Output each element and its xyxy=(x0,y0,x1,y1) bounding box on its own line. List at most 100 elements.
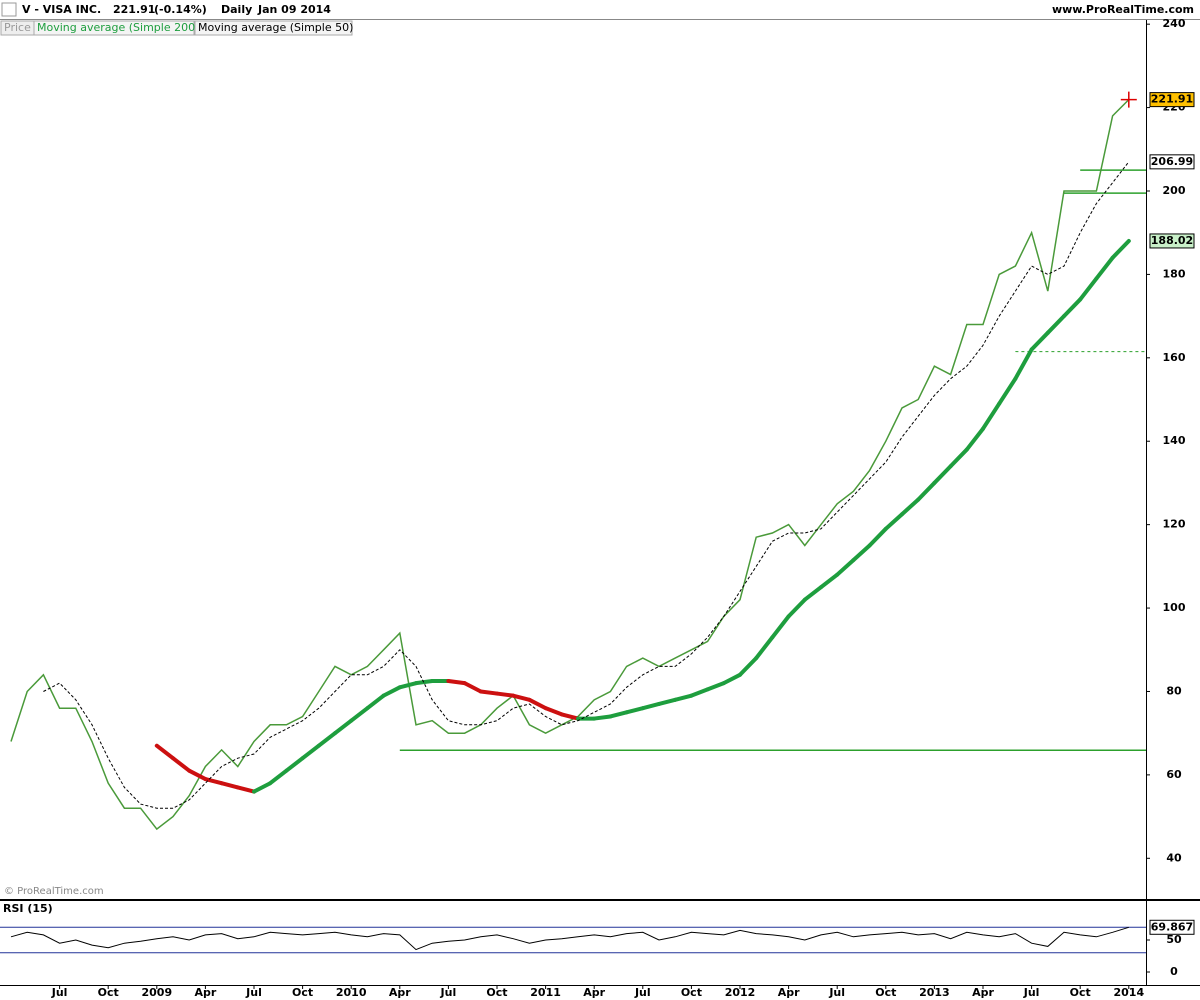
symbol: V - VISA INC. xyxy=(22,3,101,16)
ma-segment xyxy=(1013,347,1034,381)
ma-segment xyxy=(511,693,532,702)
ma-segment xyxy=(495,691,516,698)
ma-segment xyxy=(738,656,759,677)
last-value-box xyxy=(1149,92,1195,108)
ma-segment xyxy=(333,718,354,736)
tab[interactable] xyxy=(33,20,195,36)
last-value-box xyxy=(1149,919,1195,935)
tab-label[interactable]: Price xyxy=(4,21,31,34)
ma-segment xyxy=(235,785,256,794)
ma-segment xyxy=(478,689,499,696)
x-tick-label: Oct xyxy=(486,986,507,999)
y-tick-label: 160 xyxy=(1163,351,1186,364)
ma-segment xyxy=(559,712,580,721)
x-tick-label: Apr xyxy=(389,986,411,999)
x-tick-label: Apr xyxy=(583,986,605,999)
ma-segment xyxy=(867,526,888,548)
ma-segment xyxy=(1094,255,1115,281)
last-value-label: 221.91 xyxy=(1151,93,1193,106)
x-tick-label: 2010 xyxy=(336,986,367,999)
x-tick-label: Jul xyxy=(245,986,262,999)
ma-segment xyxy=(1045,314,1066,335)
ma-segment xyxy=(835,558,856,577)
series-line xyxy=(43,161,1130,809)
ma-segment xyxy=(673,693,694,702)
y-tick-label: 180 xyxy=(1163,267,1186,280)
ma-segment xyxy=(1110,238,1131,260)
ma-segment xyxy=(1029,330,1050,352)
ma-segment xyxy=(900,497,921,517)
ma-segment xyxy=(640,701,661,711)
x-tick-label: 2011 xyxy=(530,986,561,999)
last-value-label: 206.99 xyxy=(1151,155,1193,168)
tab-label[interactable]: Moving average (Simple 50) xyxy=(198,21,353,34)
y-tick-label: 140 xyxy=(1163,434,1186,447)
y-tick-label: 240 xyxy=(1163,17,1186,30)
tab-label[interactable]: Moving average (Simple 200) xyxy=(37,21,199,34)
frequency: Daily xyxy=(221,3,252,16)
ma-segment xyxy=(268,768,289,786)
ma-segment xyxy=(802,585,823,602)
ma-segment xyxy=(187,768,208,782)
ma-segment xyxy=(252,781,273,794)
x-tick-label: Apr xyxy=(778,986,800,999)
ma-segment xyxy=(705,681,726,692)
y-tick-label: 50 xyxy=(1166,933,1182,946)
ma-segment xyxy=(349,706,370,723)
ma-segment xyxy=(916,480,937,502)
tab[interactable] xyxy=(194,20,353,36)
ma-segment xyxy=(316,731,337,748)
copyright: © ProRealTime.com xyxy=(4,886,104,897)
y-tick-label: 120 xyxy=(1163,518,1186,531)
ma-segment xyxy=(1062,297,1083,319)
y-tick-label: 200 xyxy=(1163,184,1186,197)
ma-segment xyxy=(689,687,710,698)
x-tick-label: Oct xyxy=(875,986,896,999)
ma-segment xyxy=(624,706,645,715)
ma-segment xyxy=(446,679,467,686)
x-tick-label: 2014 xyxy=(1113,986,1144,999)
y-tick-label: 100 xyxy=(1163,601,1186,614)
x-tick-label: Jul xyxy=(1023,986,1040,999)
ma-segment xyxy=(932,464,953,485)
ma-segment xyxy=(657,697,678,706)
last-value-label: 188.02 xyxy=(1151,234,1193,247)
chart-icon xyxy=(1,2,17,17)
ma-segment xyxy=(381,685,402,698)
ma-segment xyxy=(462,681,483,694)
ma-segment xyxy=(754,635,775,661)
ma-segment xyxy=(883,512,904,531)
series-line xyxy=(10,926,1129,951)
ma-segment xyxy=(397,681,418,690)
x-tick-label: 2009 xyxy=(141,986,172,999)
ma-segment xyxy=(819,572,840,590)
y-tick-label: 40 xyxy=(1166,851,1182,864)
x-tick-label: Jul xyxy=(440,986,457,999)
ma-segment xyxy=(203,777,224,786)
ma-segment xyxy=(219,781,240,790)
site: www.ProRealTime.com xyxy=(1052,3,1194,16)
x-tick-label: Apr xyxy=(972,986,994,999)
ma-segment xyxy=(527,697,548,711)
price-line xyxy=(10,99,1130,831)
ma-segment xyxy=(721,672,742,686)
y-tick-label: 60 xyxy=(1166,768,1182,781)
x-tick-label: Jul xyxy=(51,986,68,999)
last-value-label: 69.867 xyxy=(1151,920,1193,933)
y-tick-label: 0 xyxy=(1170,965,1178,978)
x-tick-label: 2012 xyxy=(725,986,756,999)
ma-segment xyxy=(851,543,872,563)
last-value-box xyxy=(1149,233,1195,249)
x-tick-label: Jul xyxy=(634,986,651,999)
ma-segment xyxy=(997,376,1018,406)
x-tick-label: Oct xyxy=(98,986,119,999)
y-tick-label: 80 xyxy=(1166,684,1182,697)
ma-segment xyxy=(948,447,969,469)
ma-segment xyxy=(786,597,807,619)
ma-segment xyxy=(1078,276,1099,302)
x-tick-label: Oct xyxy=(1070,986,1091,999)
x-tick-label: 2013 xyxy=(919,986,950,999)
change: (-0.14%) xyxy=(154,3,207,16)
